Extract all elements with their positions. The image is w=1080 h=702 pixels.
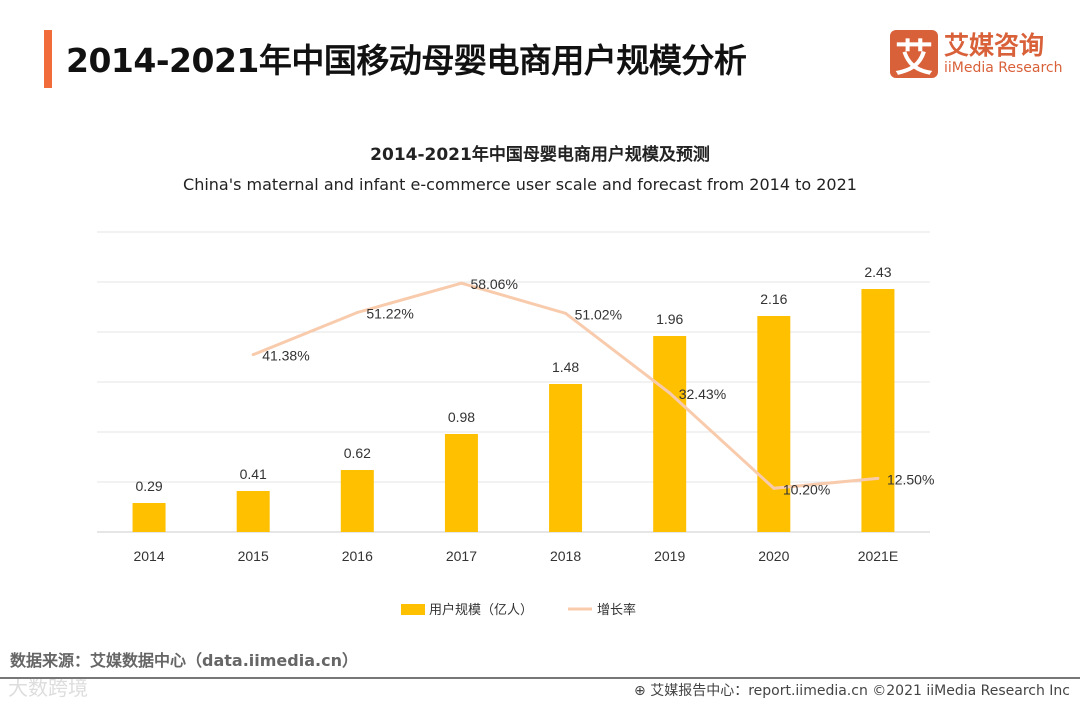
bar-value-label: 2.16 (760, 291, 787, 307)
x-tick-label: 2019 (654, 548, 685, 564)
bar (861, 289, 895, 532)
logo-cn: 艾媒咨询 (944, 31, 1045, 60)
bar-value-label: 1.48 (552, 359, 579, 375)
growth-point (251, 353, 255, 357)
bar-value-label: 1.96 (656, 311, 683, 327)
footer-divider (0, 677, 1080, 679)
page-title: 2014-2021年中国移动母婴电商用户规模分析 (66, 41, 747, 80)
x-tick-label: 2021E (858, 548, 898, 564)
growth-point (459, 281, 463, 285)
x-tick-label: 2020 (758, 548, 789, 564)
growth-point (355, 310, 359, 314)
bar (340, 470, 374, 532)
bar (236, 491, 270, 532)
growth-point (876, 476, 880, 480)
growth-value-label: 41.38% (262, 348, 309, 364)
growth-point (668, 391, 672, 395)
x-tick-label: 2015 (238, 548, 269, 564)
data-source: 数据来源：艾媒数据中心（data.iimedia.cn） (10, 651, 358, 670)
legend-bar-label: 用户规模（亿人） (429, 602, 533, 618)
chart-subtitle: China's maternal and infant e-commerce u… (183, 175, 857, 194)
bar-value-label: 0.98 (448, 409, 475, 425)
growth-point (772, 486, 776, 490)
growth-value-label: 10.20% (783, 481, 830, 497)
title-accent-bar (44, 30, 52, 88)
bar (549, 384, 583, 532)
bar-value-label: 0.62 (344, 445, 371, 461)
x-tick-label: 2018 (550, 548, 581, 564)
bar-value-label: 2.43 (864, 264, 891, 280)
legend-bar-swatch (401, 604, 425, 615)
x-tick-label: 2014 (133, 548, 164, 564)
chart-title: 2014-2021年中国母婴电商用户规模及预测 (370, 145, 710, 165)
growth-value-label: 51.02% (575, 306, 622, 322)
logo-mark: 艾 (890, 30, 938, 80)
bar (757, 316, 791, 532)
watermark: 大数跨境 (8, 676, 88, 700)
x-tick-label: 2017 (446, 548, 477, 564)
growth-value-label: 12.50% (887, 471, 934, 487)
bar-value-label: 0.41 (240, 466, 267, 482)
logo: 艾 艾媒咨询 iiMedia Research (890, 30, 1063, 80)
growth-value-label: 32.43% (679, 386, 726, 402)
growth-point (564, 311, 568, 315)
bar (444, 434, 478, 532)
bar (653, 336, 687, 532)
footer-credit: ⊕ 艾媒报告中心：report.iimedia.cn ©2021 iiMedia… (634, 683, 1070, 699)
x-tick-label: 2016 (342, 548, 373, 564)
growth-value-label: 51.22% (366, 305, 413, 321)
bar (132, 503, 166, 532)
legend-line-label: 增长率 (597, 602, 636, 618)
growth-value-label: 58.06% (470, 276, 517, 292)
logo-en: iiMedia Research (944, 60, 1063, 76)
bar-value-label: 0.29 (135, 478, 162, 494)
